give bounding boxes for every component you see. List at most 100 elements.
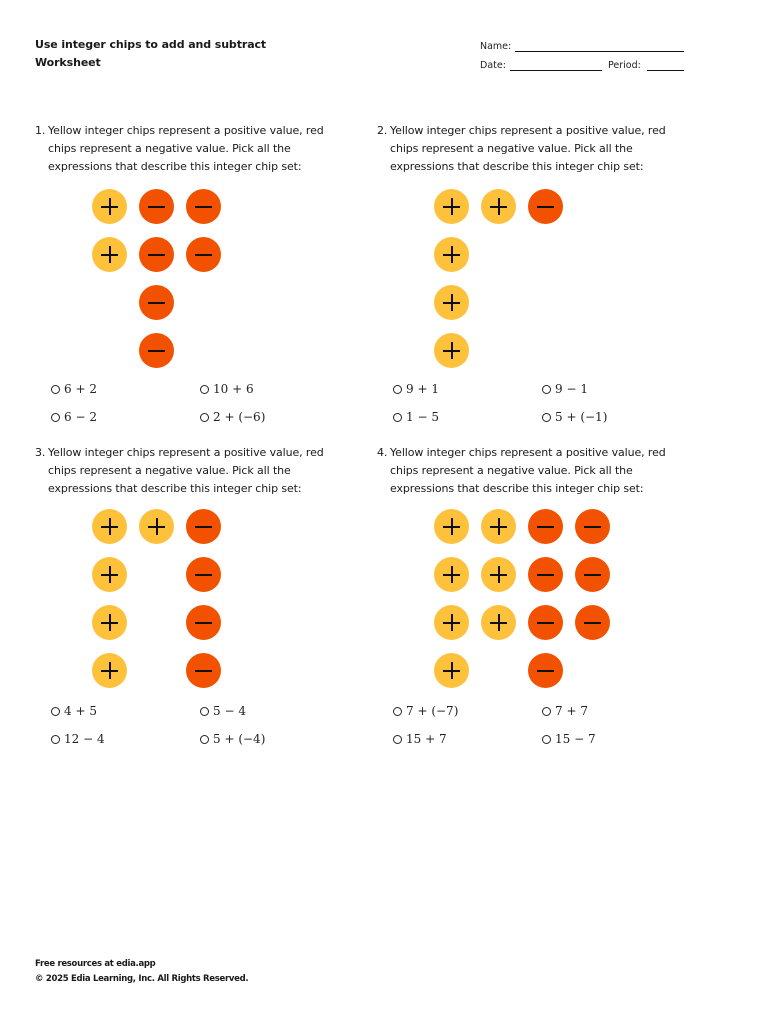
answer-option[interactable]: 5 + (−4) <box>200 732 265 746</box>
question-number: 4. <box>377 446 388 459</box>
question-number: 1. <box>35 124 46 137</box>
question-2: 2. Yellow integer chips represent a posit… <box>377 122 687 432</box>
option-label: 12 − 4 <box>64 732 105 746</box>
answer-option[interactable]: 2 + (−6) <box>200 410 265 424</box>
radio-button[interactable] <box>393 734 402 744</box>
answer-option[interactable]: 6 + 2 <box>51 382 97 396</box>
radio-button[interactable] <box>393 384 402 394</box>
question-text: Yellow integer chips represent a positiv… <box>48 446 324 495</box>
option-label: 2 + (−6) <box>213 410 266 424</box>
option-label: 5 − 4 <box>213 704 246 718</box>
radio-button[interactable] <box>51 734 60 744</box>
option-label: 7 + (−7) <box>406 704 459 718</box>
minus-icon <box>148 205 165 208</box>
option-label: 6 + 2 <box>64 382 97 396</box>
radio-button[interactable] <box>542 412 551 422</box>
worksheet-subtitle: Worksheet <box>35 56 101 69</box>
question-prompt: 2. Yellow integer chips represent a posit… <box>377 122 667 176</box>
positive-chip <box>92 557 127 592</box>
answer-option[interactable]: 15 + 7 <box>393 732 447 746</box>
negative-chip <box>139 189 174 224</box>
minus-icon <box>195 525 212 528</box>
minus-icon <box>195 621 212 624</box>
positive-chip <box>434 605 469 640</box>
plus-icon-vertical <box>450 614 453 631</box>
negative-chip <box>528 189 563 224</box>
positive-chip <box>481 605 516 640</box>
plus-icon-vertical <box>450 198 453 215</box>
answer-option[interactable]: 6 − 2 <box>51 410 97 424</box>
name-line[interactable] <box>515 51 684 52</box>
question-text: Yellow integer chips represent a positiv… <box>48 124 324 173</box>
plus-icon-vertical <box>497 614 500 631</box>
answer-option[interactable]: 5 − 4 <box>200 704 246 718</box>
minus-icon <box>537 621 554 624</box>
date-line[interactable] <box>510 70 602 71</box>
positive-chip <box>481 557 516 592</box>
answer-option[interactable]: 7 + (−7) <box>393 704 458 718</box>
period-line[interactable] <box>647 70 684 71</box>
minus-icon <box>148 253 165 256</box>
radio-button[interactable] <box>200 384 209 394</box>
option-label: 9 + 1 <box>406 382 439 396</box>
positive-chip <box>434 557 469 592</box>
plus-icon-vertical <box>108 518 111 535</box>
negative-chip <box>528 605 563 640</box>
negative-chip <box>139 333 174 368</box>
question-text: Yellow integer chips represent a positiv… <box>390 124 666 173</box>
question-3: 3. Yellow integer chips represent a posit… <box>35 444 345 754</box>
question-prompt: 4. Yellow integer chips represent a posit… <box>377 444 667 498</box>
radio-button[interactable] <box>51 706 60 716</box>
radio-button[interactable] <box>200 412 209 422</box>
answer-option[interactable]: 9 − 1 <box>542 382 588 396</box>
plus-icon-vertical <box>108 662 111 679</box>
answer-option[interactable]: 10 + 6 <box>200 382 254 396</box>
radio-button[interactable] <box>393 706 402 716</box>
minus-icon <box>537 205 554 208</box>
radio-button[interactable] <box>200 734 209 744</box>
answer-option[interactable]: 5 + (−1) <box>542 410 607 424</box>
plus-icon-vertical <box>450 518 453 535</box>
positive-chip <box>481 189 516 224</box>
answer-option[interactable]: 7 + 7 <box>542 704 588 718</box>
date-label: Date: <box>480 60 506 71</box>
minus-icon <box>584 573 601 576</box>
negative-chip <box>186 653 221 688</box>
radio-button[interactable] <box>200 706 209 716</box>
positive-chip <box>434 509 469 544</box>
positive-chip <box>434 189 469 224</box>
minus-icon <box>148 301 165 304</box>
name-field[interactable]: Name: <box>480 41 690 55</box>
positive-chip <box>139 509 174 544</box>
answer-option[interactable]: 4 + 5 <box>51 704 97 718</box>
footer-resources: Free resources at edia.app <box>35 959 156 969</box>
positive-chip <box>92 509 127 544</box>
radio-button[interactable] <box>542 734 551 744</box>
radio-button[interactable] <box>542 384 551 394</box>
option-label: 4 + 5 <box>64 704 97 718</box>
positive-chip <box>434 333 469 368</box>
negative-chip <box>528 653 563 688</box>
radio-button[interactable] <box>51 412 60 422</box>
radio-button[interactable] <box>51 384 60 394</box>
plus-icon-vertical <box>155 518 158 535</box>
negative-chip <box>575 605 610 640</box>
minus-icon <box>195 573 212 576</box>
negative-chip <box>528 509 563 544</box>
negative-chip <box>186 189 221 224</box>
answer-option[interactable]: 15 − 7 <box>542 732 596 746</box>
answer-option[interactable]: 9 + 1 <box>393 382 439 396</box>
positive-chip <box>92 605 127 640</box>
positive-chip <box>92 237 127 272</box>
option-label: 15 − 7 <box>555 732 596 746</box>
radio-button[interactable] <box>542 706 551 716</box>
answer-option[interactable]: 1 − 5 <box>393 410 439 424</box>
option-label: 10 + 6 <box>213 382 254 396</box>
minus-icon <box>537 669 554 672</box>
radio-button[interactable] <box>393 412 402 422</box>
answer-option[interactable]: 12 − 4 <box>51 732 105 746</box>
negative-chip <box>186 605 221 640</box>
positive-chip <box>434 285 469 320</box>
date-field[interactable]: Date: <box>480 60 605 74</box>
period-field[interactable]: Period: <box>608 60 688 74</box>
